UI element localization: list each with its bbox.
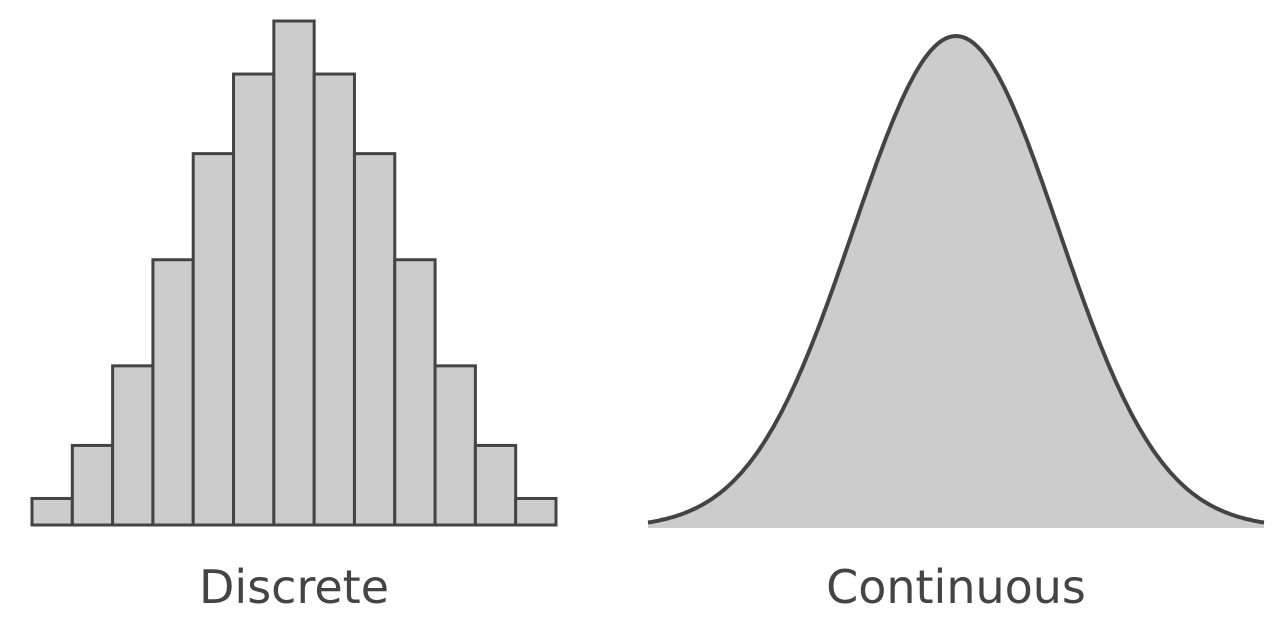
histogram-bar — [191, 152, 236, 527]
discrete-label: Discrete — [199, 560, 389, 614]
histogram-bar — [111, 364, 155, 527]
histogram-bar — [433, 364, 477, 527]
discrete-histogram — [30, 19, 558, 527]
distribution-curve — [647, 34, 1265, 525]
histogram-bar — [232, 72, 276, 527]
histogram-bar — [151, 258, 195, 527]
histogram-bar — [352, 152, 397, 527]
continuous-distribution — [647, 34, 1265, 528]
histogram-bar — [272, 19, 316, 527]
continuous-label: Continuous — [826, 560, 1086, 614]
histogram-bar — [514, 496, 558, 527]
histogram-bar — [70, 443, 115, 527]
histogram-bar — [30, 496, 74, 527]
histogram-bar — [473, 443, 518, 527]
histogram-bar — [393, 258, 437, 527]
distribution-area — [648, 36, 1264, 528]
histogram-bar — [312, 72, 356, 527]
